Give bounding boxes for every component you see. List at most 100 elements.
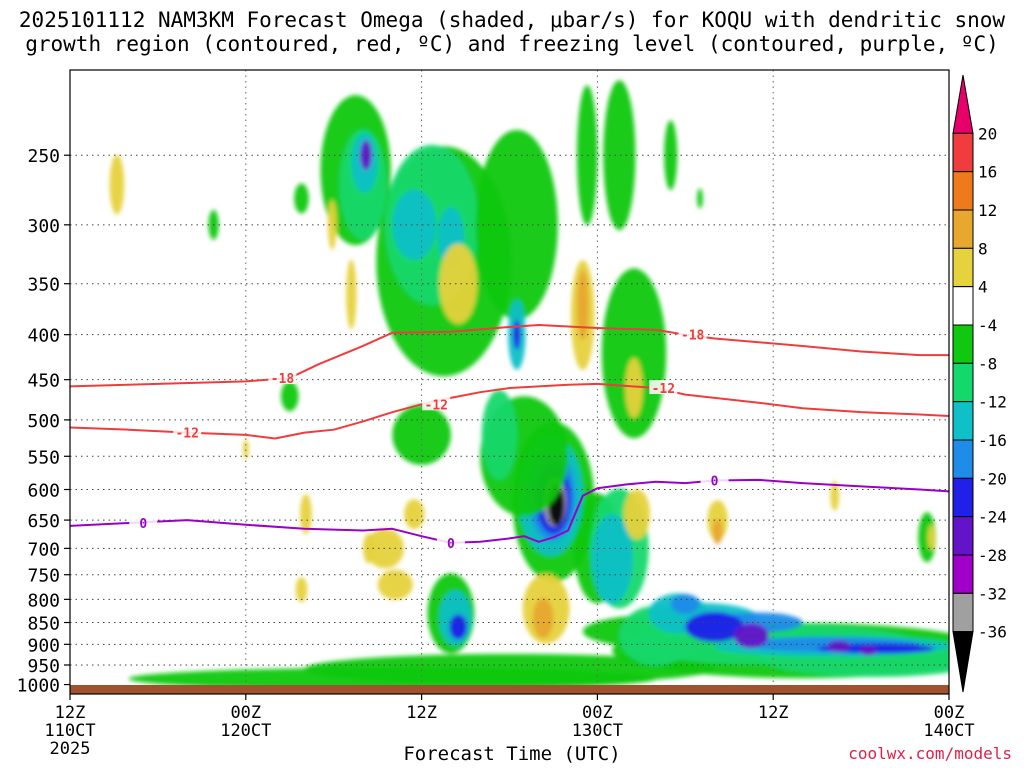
omega-region: [377, 569, 413, 600]
chart-title-line-1: 2025101112 NAM3KM Forecast Omega (shaded…: [18, 8, 1006, 32]
omega-region: [733, 623, 769, 649]
omega-region: [300, 494, 312, 535]
colorbar-label: 12: [978, 201, 997, 220]
colorbar-swatch: [952, 132, 974, 173]
contour-label: 0: [139, 517, 147, 532]
omega-region: [712, 519, 723, 545]
contour-label-bg: [700, 472, 729, 487]
colorbar-swatch: [952, 516, 974, 556]
omega-region: [670, 594, 700, 615]
colorbar-label: -32: [978, 584, 1007, 603]
x-tick-label: 00Z: [230, 703, 261, 723]
contour-line: [70, 382, 949, 440]
omega-region: [392, 189, 437, 260]
y-tick-label: 550: [27, 447, 60, 468]
x-tick-label: 110CT: [44, 721, 95, 741]
colorbar-legend: 20 16 12 8 4 -4 -8 -12 -16 -20 -24 -28 -32 -36: [952, 74, 1007, 693]
contour-label: -12: [175, 427, 198, 442]
contour-label: -12: [652, 382, 675, 397]
x-tick-label: 00Z: [934, 703, 965, 723]
omega-region: [685, 611, 744, 642]
contour-label-bg: [268, 369, 297, 384]
colorbar-arrow-top: [952, 74, 974, 134]
contour-label-bg: [129, 515, 158, 530]
colorbar-swatch: [952, 324, 974, 364]
omega-region: [591, 514, 633, 605]
colorbar-swatch: [952, 286, 974, 326]
y-tick-label: 800: [27, 590, 60, 611]
colorbar-label: -12: [978, 393, 1007, 412]
x-tick-label: 12Z: [406, 703, 437, 723]
omega-region: [481, 389, 517, 480]
contour-label-bg: [173, 424, 202, 439]
omega-shading-layer: [109, 80, 949, 690]
omega-region: [294, 183, 309, 214]
y-tick-label: 350: [27, 275, 60, 296]
colorbar-swatch: [952, 477, 974, 518]
y-tick-label: 250: [27, 146, 60, 167]
omega-region: [532, 597, 554, 638]
omega-region: [601, 268, 667, 439]
contour-layer: -18 -18 -12 -12 -12 0 0 0: [70, 324, 949, 552]
omega-region: [859, 645, 878, 656]
x-tick-label: 130CT: [572, 721, 623, 741]
credit-link[interactable]: coolwx.com/models: [848, 744, 1012, 763]
colorbar-swatch: [952, 439, 974, 479]
colorbar-swatch: [952, 401, 974, 441]
omega-region: [623, 489, 651, 540]
ground-surface: [70, 685, 949, 694]
omega-region: [830, 480, 840, 511]
x-tick-label: 12Z: [55, 703, 86, 723]
y-tick-label: 650: [27, 511, 60, 532]
omega-region: [327, 199, 337, 250]
colorbar-label: 20: [978, 124, 997, 143]
contour-line: [70, 478, 949, 544]
colorbar-swatch: [952, 592, 974, 633]
colorbar-label: -8: [978, 354, 997, 373]
omega-region: [918, 512, 936, 563]
omega-region: [404, 499, 425, 530]
omega-region: [360, 140, 372, 171]
chart-title-line-2: growth region (contoured, red, ºC) and f…: [25, 32, 999, 56]
colorbar-swatch: [952, 209, 974, 249]
colorbar-label: 4: [978, 278, 988, 297]
omega-region: [827, 640, 851, 653]
x-axis-label: Forecast Time (UTC): [403, 743, 621, 765]
colorbar-swatch: [952, 554, 974, 594]
contour-label: -12: [425, 398, 448, 413]
x-tick-label: 00Z: [582, 703, 613, 723]
omega-region: [242, 439, 249, 460]
y-tick-label: 400: [27, 326, 60, 347]
y-tick-label: 900: [27, 635, 60, 656]
omega-region: [346, 259, 357, 330]
colorbar-label: 16: [978, 163, 997, 182]
x-tick-label: 2025: [50, 739, 91, 759]
y-tick-label: 500: [27, 411, 60, 432]
colorbar-label: -24: [978, 508, 1007, 527]
omega-region: [363, 533, 375, 564]
omega-region: [304, 653, 715, 684]
contour-label-bg: [649, 380, 678, 395]
contour-label-bg: [422, 396, 451, 411]
y-tick-label: 700: [27, 539, 60, 560]
omega-blobs: [109, 80, 949, 690]
omega-region: [439, 243, 478, 324]
colorbar-swatch: [952, 362, 974, 403]
omega-region: [449, 614, 468, 640]
x-tick-label: 120CT: [220, 721, 271, 741]
omega-region: [927, 524, 936, 550]
contour-label: -18: [681, 329, 705, 344]
omega-region: [295, 577, 308, 603]
contour-label: -18: [271, 372, 295, 387]
omega-region: [576, 269, 589, 340]
omega-region: [603, 80, 636, 231]
omega-region: [697, 188, 703, 209]
x-tick-label: 140CT: [923, 721, 974, 741]
ground-strip: [70, 685, 949, 694]
y-tick-label: 300: [27, 216, 60, 237]
colorbar-label: 8: [978, 239, 988, 258]
y-tick-label: 1000: [17, 676, 60, 697]
omega-region: [109, 154, 125, 215]
colorbar-swatch: [952, 247, 974, 288]
